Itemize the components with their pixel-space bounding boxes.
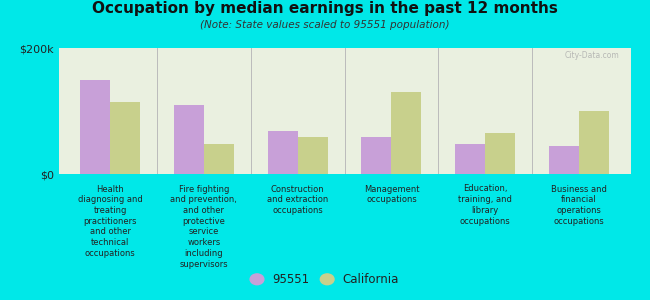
Text: City-Data.com: City-Data.com [564,50,619,59]
Bar [579,111,609,174]
Text: Fire fighting
and prevention,
and other
protective
service
workers
including
sup: Fire fighting and prevention, and other … [170,184,237,269]
Text: Health
diagnosing and
treating
practitioners
and other
technical
occupations: Health diagnosing and treating practitio… [78,184,142,258]
Text: Business and
financial
operations
occupations: Business and financial operations occupa… [551,184,607,226]
Bar [174,105,204,174]
Bar [391,92,421,174]
Text: Education,
training, and
library
occupations: Education, training, and library occupat… [458,184,512,226]
Text: (Note: State values scaled to 95551 population): (Note: State values scaled to 95551 popu… [200,20,450,29]
Bar [298,137,328,174]
Text: Construction
and extraction
occupations: Construction and extraction occupations [267,184,328,215]
Bar [110,101,140,174]
Legend: 95551, California: 95551, California [246,269,404,291]
Bar [204,144,234,174]
Bar [268,131,298,174]
Text: Occupation by median earnings in the past 12 months: Occupation by median earnings in the pas… [92,2,558,16]
Bar [80,80,110,174]
Bar [485,133,515,174]
Text: Management
occupations: Management occupations [363,184,419,204]
Bar [455,144,485,174]
Bar [549,146,579,174]
Bar [361,137,391,174]
